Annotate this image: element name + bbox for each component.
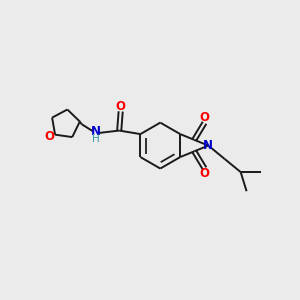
Text: H: H (92, 134, 100, 144)
Text: O: O (200, 111, 210, 124)
Text: O: O (116, 100, 126, 113)
Text: O: O (200, 167, 210, 180)
Text: N: N (91, 125, 101, 138)
Text: N: N (203, 139, 213, 152)
Text: O: O (45, 130, 55, 143)
